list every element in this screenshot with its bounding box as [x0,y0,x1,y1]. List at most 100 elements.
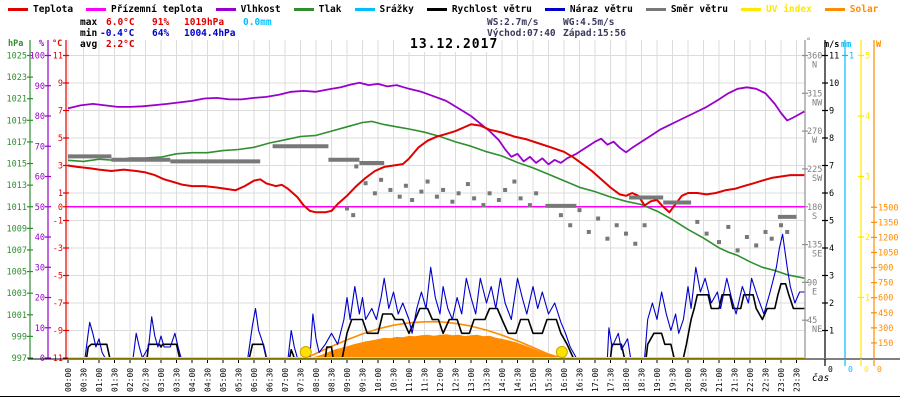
tick-label-pres: 1013 [7,181,27,191]
tick-label-hum: 70 [35,142,45,152]
wind-direction-dot [496,198,501,203]
wind-direction-dot [345,206,349,211]
tick-label-uv: 3 [865,173,870,183]
wind-direction-dot [717,240,721,245]
time-label: 06:00 [250,368,259,392]
tick-label-wind: 6 [829,189,834,199]
tick-label-temp: -3 [53,244,63,254]
wind-direction-dot [744,235,749,239]
zero-label-uv: 0 [864,365,869,374]
tick-label-solar: 1500 [878,203,898,213]
wind-direction-dot [577,208,582,213]
stat-max-pressure: 1019hPa [184,17,225,28]
tick-label-dir: 135 [807,241,822,251]
tick-label-wind: 5 [829,217,834,227]
stat-avg-temp: 2.2°C [106,39,135,50]
tick-label-temp: -5 [53,272,63,282]
wind-direction-dot [434,194,439,199]
series-n-raz-v-tru [68,233,805,359]
wind-direction-dot [397,194,402,199]
tick-label-wind: 7 [829,162,834,172]
time-label: 09:30 [359,368,368,392]
time-label: 13:30 [483,368,492,392]
x-axis-title: čas [812,373,829,384]
wind-direction-dot [388,187,393,192]
tick-label-temp: 11 [53,52,63,62]
wind-direction-dot [354,164,359,169]
time-label: 17:00 [591,368,600,392]
time-label: 12:30 [452,368,461,392]
time-label: 19:30 [669,368,678,392]
wind-direction-dot [481,203,486,208]
wind-direction-dot [586,229,591,234]
time-label: 22:00 [746,368,755,392]
tick-label-hum: 20 [35,294,45,304]
tick-label-temp: 7 [58,107,63,117]
legend-label: Solar [849,4,879,15]
stat-max-label: max [80,17,98,28]
tick-label-pres: 1009 [7,224,27,234]
tick-label-dir-name: N [812,61,817,71]
tick-label-dir: 180 [807,203,822,213]
tick-label-solar: 900 [878,264,893,274]
legend-item-1: Teplota [8,4,73,15]
legend-label: Náraz větru [569,4,633,15]
wind-direction-dot [704,231,709,236]
time-label: 20:30 [700,368,709,392]
tick-label-solar: 1200 [878,233,898,243]
stat-sunrise: Východ:07:40 [487,28,556,39]
wind-direction-dot [763,229,768,234]
legend-swatch [293,8,314,11]
tick-label-hum: 90 [35,82,45,92]
tick-label-solar: 150 [878,339,893,349]
wind-direction-dot [558,213,563,218]
time-label: 23:30 [793,368,802,392]
wind-direction-dot [769,236,774,241]
legend-item-4: Tlak [293,4,342,15]
wind-direction-dot [695,219,700,224]
time-label: 05:00 [219,368,228,392]
tick-label-temp: -1 [53,217,63,227]
tick-label-temp: -7 [53,299,63,309]
tick-label-pres: 1023 [7,73,27,83]
legend-swatch [741,8,762,11]
tick-label-hum: 80 [35,112,45,122]
wind-direction-dot [456,191,461,196]
legend-label: Srážky [379,4,414,15]
time-label: 16:00 [560,368,569,392]
legend-swatch [544,8,565,11]
stat-avg-label: avg [80,39,98,50]
stat-sunset: Západ:15:56 [563,28,626,39]
time-label: 00:30 [80,368,89,392]
wind-direction-dot [779,223,783,228]
wind-direction-dot [785,229,790,234]
tick-label-dir: 315 [807,89,822,99]
wind-direction-dot [379,177,384,182]
legend-swatch [645,8,666,11]
tick-label-wind: 2 [829,299,834,309]
wind-direction-dot [527,203,532,208]
tick-label-dir: 270 [807,127,822,137]
unit-mm: mm [841,40,851,50]
time-label: 18:30 [638,368,647,392]
tick-label-uv: 1 [865,294,870,304]
wind-direction-dot [633,241,638,246]
time-label: 19:00 [653,368,662,392]
zero-label-mm: 0 [848,365,853,374]
wind-direction-dot [403,183,408,188]
zero-label-solar: 0 [877,365,882,374]
wind-direction-dot [351,213,356,218]
wind-direction-dot [512,179,517,184]
tick-label-mm: 1 [849,52,854,62]
tick-label-pres: 1005 [7,268,27,278]
time-label: 08:30 [328,368,337,392]
stat-min-temp: -0.4°C [100,28,135,39]
time-label: 07:00 [281,368,290,392]
legend-label: Rychlost větru [451,4,532,15]
time-label: 15:30 [545,368,554,392]
stat-max-humidity: 91% [152,17,170,28]
tick-label-pres: 1019 [7,116,27,126]
unit-watt: W [876,40,882,50]
